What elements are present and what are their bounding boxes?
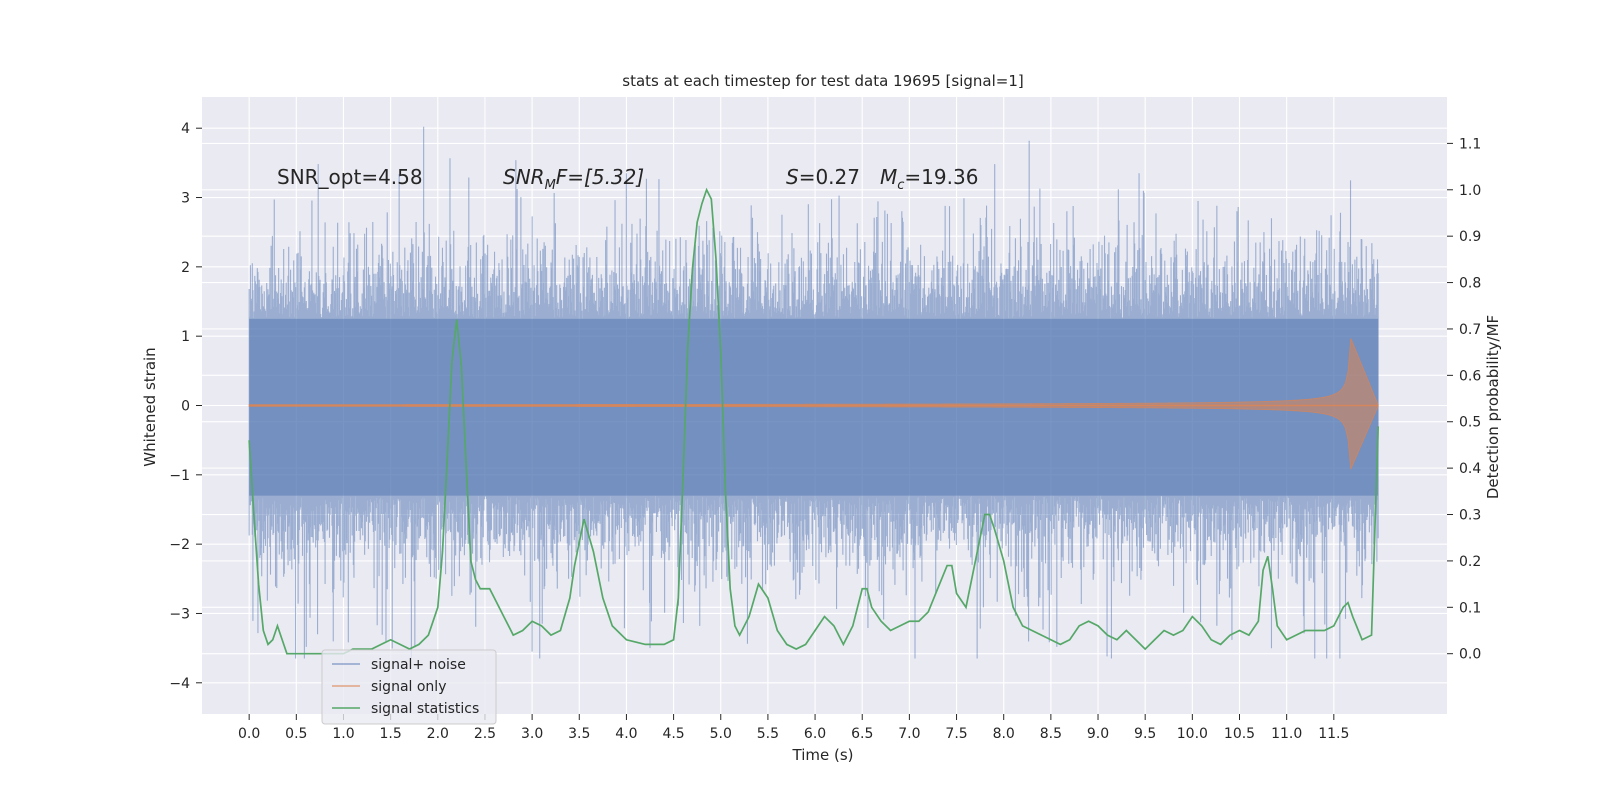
y-left-tick-label-0: −4 [169,676,190,692]
y-right-tick-label-2: 0.2 [1459,554,1481,570]
annotation-s: S=0.27 [786,165,860,189]
signal-chirp [248,338,1379,470]
y-right-tick-label-1: 0.1 [1459,600,1481,616]
legend: signal+ noise signal only signal statist… [321,649,497,725]
y-right-tick-label-10: 1.0 [1459,183,1481,199]
y-right-tick-label-11: 1.1 [1459,136,1481,152]
x-tick-label-7: 3.5 [568,726,590,742]
annotation-s-var: S [786,165,799,189]
x-tick-label-19: 9.5 [1134,726,1156,742]
annotation-mc: Mc=19.36 [880,165,978,193]
x-tick-label-9: 4.5 [662,726,684,742]
y-right-tick-label-3: 0.3 [1459,508,1481,524]
x-tick-label-12: 6.0 [804,726,826,742]
annotation-snr-mf: SNRMF=[5.32] [503,165,644,193]
y-right-tick-label-6: 0.6 [1459,368,1481,384]
x-tick-label-17: 8.5 [1040,726,1062,742]
y-left-tick-label-3: −1 [169,468,190,484]
x-tick-label-1: 0.5 [285,726,307,742]
y-right-tick-label-8: 0.8 [1459,276,1481,292]
annotation-snr-mf-main: SNR [503,165,545,189]
series-signal-statistics [248,187,1379,655]
y-left-tick-label-7: 3 [181,191,190,207]
chart-title: stats at each timestep for test data 196… [622,72,1023,90]
y-left-tick-label-4: 0 [181,399,190,415]
x-tick-label-11: 5.5 [757,726,779,742]
x-tick-label-21: 10.5 [1224,726,1255,742]
annotation-snr-mf-rest: F=[5.32] [556,165,644,189]
series-signal-only [248,338,1379,470]
x-tick-label-3: 1.5 [380,726,402,742]
y-left-tick-label-1: −3 [169,606,190,622]
annotation-mc-var: M [880,165,897,189]
y-axis-label-right: Detection probability/MF [1484,315,1502,499]
x-tick-label-6: 3.0 [521,726,543,742]
y-right-tick-label-0: 0.0 [1459,647,1481,663]
y-right-tick-label-9: 0.9 [1459,229,1481,245]
legend-box [321,649,497,725]
x-tick-label-14: 7.0 [898,726,920,742]
y-right-tick-label-7: 0.7 [1459,322,1481,338]
y-right-tick-label-4: 0.4 [1459,461,1481,477]
x-tick-label-18: 9.0 [1087,726,1109,742]
y-right-tick-label-5: 0.5 [1459,415,1481,431]
annotation-mc-val: =19.36 [904,165,978,189]
annotation-snr-opt: SNR_opt=4.58 [277,165,423,189]
x-tick-label-0: 0.0 [238,726,260,742]
y-left-tick-label-5: 1 [181,329,190,345]
x-tick-label-8: 4.0 [615,726,637,742]
annotation-snr-mf-sub: M [545,178,556,193]
x-axis-label: Time (s) [792,746,854,764]
legend-label-signal-noise: signal+ noise [371,657,466,673]
x-tick-label-15: 7.5 [945,726,967,742]
y-left-tick-label-2: −2 [169,537,190,553]
annotation-s-val: =0.27 [799,165,860,189]
y-axis-label-left: Whitened strain [141,347,159,466]
legend-label-signal-statistics: signal statistics [371,701,479,717]
x-tick-label-4: 2.0 [427,726,449,742]
x-tick-label-20: 10.0 [1177,726,1208,742]
annotation-mc-sub: c [897,178,904,193]
y-left-tick-label-8: 4 [181,121,190,137]
x-tick-label-22: 11.0 [1271,726,1302,742]
x-tick-label-2: 1.0 [332,726,354,742]
legend-label-signal-only: signal only [371,679,446,695]
x-tick-label-13: 6.5 [851,726,873,742]
x-tick-label-10: 5.0 [710,726,732,742]
ticks: 0.0 0.5 1.0 1.5 2.0 2.5 3.0 3.5 4.0 4.5 5.0 5.5 6.0 6… [169,121,1481,742]
stats-line [248,187,1379,655]
x-tick-label-5: 2.5 [474,726,496,742]
x-tick-label-23: 11.5 [1318,726,1349,742]
x-tick-label-16: 8.0 [993,726,1015,742]
y-left-tick-label-6: 2 [181,260,190,276]
